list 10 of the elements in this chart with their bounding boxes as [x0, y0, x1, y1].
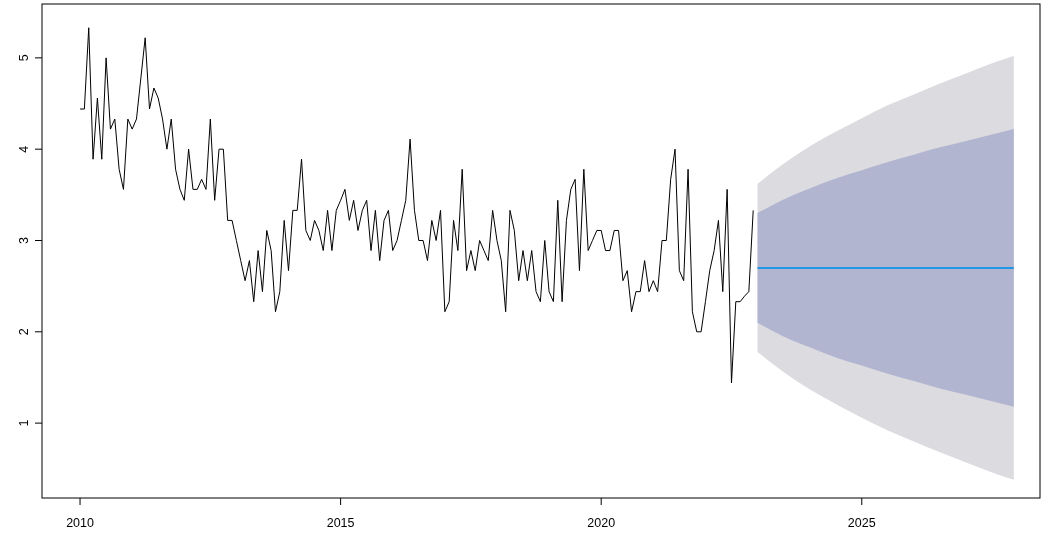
x-tick-label: 2010: [66, 516, 94, 530]
y-tick-label: 4: [17, 145, 31, 153]
x-tick-label: 2025: [847, 516, 876, 530]
y-tick-label: 1: [17, 419, 31, 427]
line-series: [79, 27, 754, 384]
y-tick-label: 2: [17, 328, 31, 336]
x-tick-label: 2015: [326, 516, 355, 530]
y-tick-label: 3: [17, 236, 31, 244]
x-tick-label: 2020: [587, 516, 616, 530]
y-tick-label: 5: [17, 54, 31, 62]
